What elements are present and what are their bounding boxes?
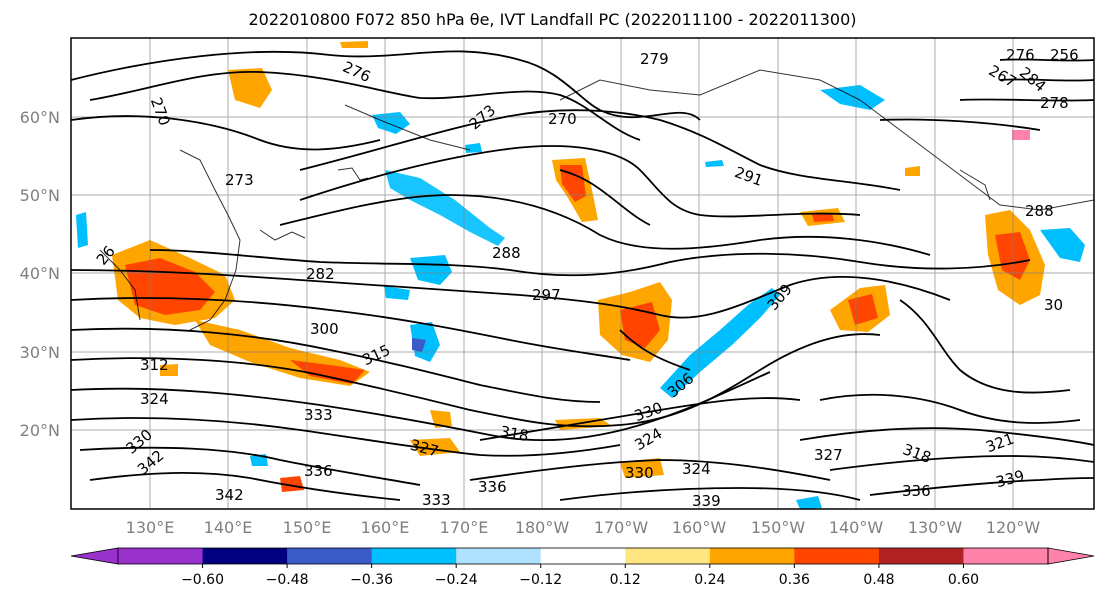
contour-label: 278 (1040, 94, 1069, 112)
contour-label: 312 (140, 356, 169, 374)
contour-label: 339 (692, 492, 721, 510)
colorbar-swatch (878, 548, 964, 564)
colorbar-swatch (202, 548, 288, 564)
colorbar-swatch (794, 548, 880, 564)
colorbar: −0.60 −0.48 −0.36 −0.24 −0.12 0.12 0.24 0.36 0.4… (70, 547, 1095, 588)
colorbar-extend-high (1047, 547, 1095, 565)
colorbar-tick-label: −0.60 (181, 572, 224, 588)
coastlines (99, 69, 1095, 331)
colorbar-swatch (963, 548, 1049, 564)
lon-tick-label: 160°E (361, 518, 410, 537)
colorbar-swatch (540, 548, 626, 564)
contour-label: 336 (478, 478, 507, 496)
contour-label: 318 (499, 422, 530, 445)
lat-tick-label: 30°N (20, 343, 60, 362)
contour-label: 297 (532, 286, 561, 304)
contour-label: 288 (492, 244, 521, 262)
colorbar-tick-label: 0.24 (694, 572, 725, 588)
lon-tick-label: 150°W (751, 518, 806, 537)
lon-tick-label: 160°W (672, 518, 727, 537)
lon-tick-label: 170°E (440, 518, 489, 537)
lat-tick-label: 20°N (20, 421, 60, 440)
colorbar-tick-label: −0.36 (350, 572, 393, 588)
colorbar-extend-low (70, 547, 119, 565)
colorbar-swatch (709, 548, 795, 564)
colorbar-tick-label: 0.12 (610, 572, 641, 588)
longitude-axis: 130°E 140°E 150°E 160°E 170°E 180°W 170°… (126, 518, 1041, 537)
contour-label: 300 (310, 320, 339, 338)
colorbar-frame (117, 547, 1049, 565)
lon-tick-label: 180°W (515, 518, 570, 537)
contour-label: 256 (1050, 46, 1079, 64)
lon-tick-label: 140°E (204, 518, 253, 537)
colorbar-tick-label: 0.48 (863, 572, 894, 588)
colorbar-swatch (118, 548, 204, 564)
contour-label: 333 (422, 491, 451, 509)
map-panel: 276 279 270 273 270 273 291 288 282 297 … (70, 37, 1095, 510)
colorbar-swatch (625, 548, 711, 564)
colorbar-swatch (287, 548, 373, 564)
lon-tick-label: 150°E (283, 518, 332, 537)
colorbar-tick-label: −0.48 (266, 572, 309, 588)
contour-label: 324 (140, 390, 169, 408)
contour-label: 336 (304, 462, 333, 480)
contour-label: 276 (1006, 46, 1035, 64)
lat-tick-label: 60°N (20, 108, 60, 127)
map-frame (70, 37, 1095, 510)
contour-label: 273 (225, 171, 254, 189)
map-title: 2022010800 F072 850 hPa θe, IVT Landfall… (248, 10, 857, 29)
contour-label: 279 (640, 50, 669, 68)
contour-label: 270 (548, 110, 577, 128)
contour-label: 30 (1044, 296, 1063, 314)
contour-label: 324 (682, 460, 711, 478)
negative-anomaly-shading (76, 85, 1085, 509)
colorbar-tick-label: 0.36 (779, 572, 810, 588)
lon-tick-label: 120°W (986, 518, 1041, 537)
lon-tick-label: 130°E (126, 518, 175, 537)
lat-tick-label: 40°N (20, 264, 60, 283)
lon-tick-label: 170°W (594, 518, 649, 537)
contour-label: 327 (814, 446, 843, 464)
colorbar-tick-label: −0.24 (435, 572, 478, 588)
theta-e-contours (70, 50, 1095, 501)
contour-label: 282 (306, 265, 335, 283)
colorbar-swatch (456, 548, 542, 564)
colorbar-tick-label: −0.12 (519, 572, 562, 588)
contour-label: 342 (215, 486, 244, 504)
lon-tick-label: 130°W (908, 518, 963, 537)
latitude-axis: 60°N 50°N 40°N 30°N 20°N (20, 108, 60, 440)
colorbar-swatch (371, 548, 457, 564)
contour-label: 288 (1025, 202, 1054, 220)
contour-label: 333 (304, 406, 333, 424)
colorbar-tick-label: 0.60 (948, 572, 979, 588)
lat-tick-label: 50°N (20, 186, 60, 205)
contour-label: 336 (902, 482, 931, 500)
lon-tick-label: 140°W (829, 518, 884, 537)
contour-label: 330 (625, 464, 654, 482)
